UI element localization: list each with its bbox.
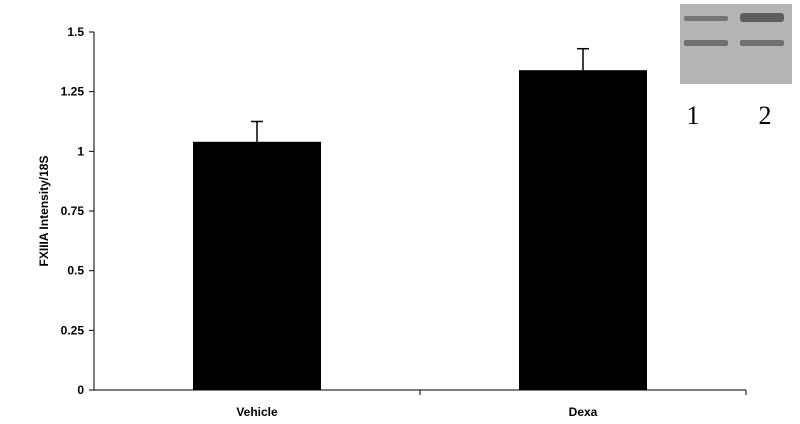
bar-vehicle (193, 141, 321, 390)
y-axis-title: FXIIIA Intensity/18S (37, 156, 51, 267)
y-tick-label: 0.25 (61, 323, 85, 337)
y-tick-label: 0.5 (67, 264, 84, 278)
gel-bands (684, 13, 784, 46)
axes (93, 32, 746, 391)
y-tick-label: 1.5 (67, 25, 84, 39)
gel-band (684, 16, 728, 21)
y-axis-ticks: 0 0.25 0.5 0.75 1 1.25 1.5 (61, 25, 94, 397)
gel-blot-inset: 1 2 (680, 4, 792, 130)
x-tick-label: Dexa (569, 405, 598, 419)
bar-dexa (519, 70, 647, 390)
lane-label-2: 2 (759, 101, 772, 130)
gel-band (740, 13, 784, 22)
gel-band (684, 40, 728, 46)
bars (193, 47, 647, 390)
x-axis-labels: Vehicle Dexa (236, 390, 747, 419)
y-tick-label: 0.75 (61, 204, 85, 218)
y-tick-label: 1.25 (61, 85, 85, 99)
x-tick-label: Vehicle (236, 405, 278, 419)
lane-label-1: 1 (687, 101, 700, 130)
y-tick-label: 1 (77, 144, 84, 158)
gel-band (740, 40, 784, 46)
y-tick-label: 0 (77, 383, 84, 397)
